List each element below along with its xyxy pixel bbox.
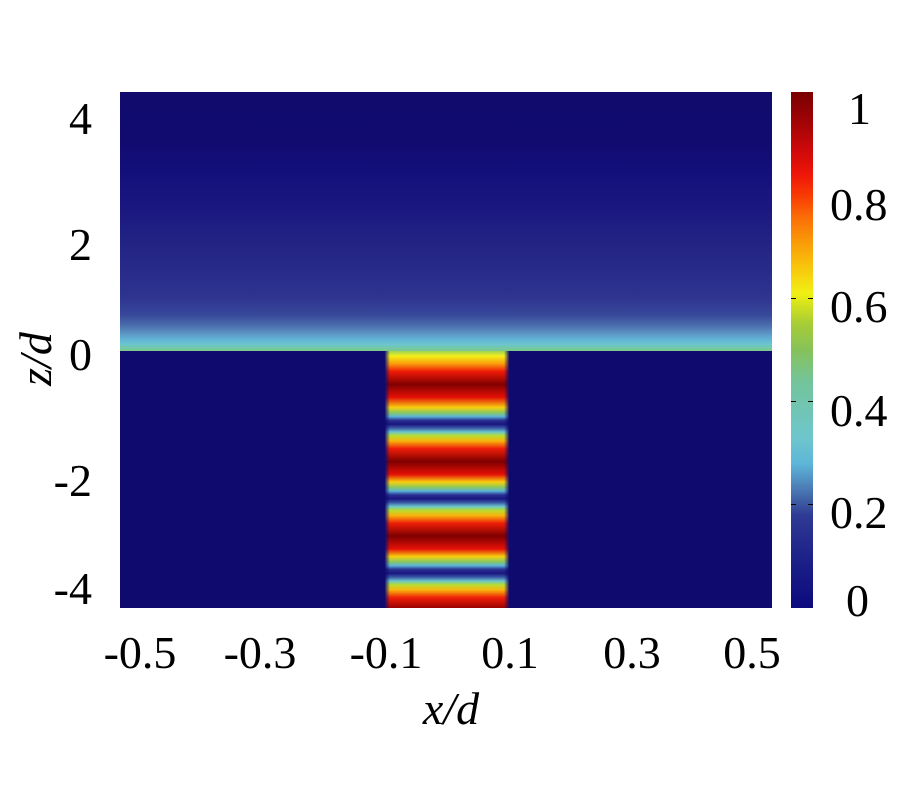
colorbar-label-1: 1 xyxy=(848,83,871,134)
colorbar-label-0: 0 xyxy=(846,575,869,626)
colorbar-tick-mark xyxy=(808,401,813,402)
colorbar-tick-mark xyxy=(791,504,796,505)
upper-region-field xyxy=(120,92,772,351)
y-axis-label: z/d xyxy=(10,332,61,386)
x-tick-0.3: 0.3 xyxy=(603,627,661,678)
heatmap-plot-area xyxy=(120,92,772,608)
y-tick-4: 4 xyxy=(69,93,92,144)
colorbar xyxy=(791,92,813,608)
x-tick-0.5: 0.5 xyxy=(723,627,781,678)
colorbar-tick-mark xyxy=(791,401,796,402)
y-tick-2: 2 xyxy=(69,219,92,270)
colorbar-tick-mark xyxy=(791,298,796,299)
colorbar-tick-mark xyxy=(808,298,813,299)
colorbar-label-0.8: 0.8 xyxy=(830,179,888,230)
x-axis-label: x/d xyxy=(422,683,480,734)
x-tick-neg0.3: -0.3 xyxy=(223,627,297,678)
colorbar-label-0.2: 0.2 xyxy=(830,487,888,538)
colorbar-label-0.6: 0.6 xyxy=(830,281,888,332)
colorbar-tick-mark xyxy=(808,504,813,505)
x-tick-neg0.5: -0.5 xyxy=(103,627,177,678)
x-tick-0.1: 0.1 xyxy=(481,627,539,678)
y-tick-0: 0 xyxy=(69,329,92,380)
x-tick-neg0.1: -0.1 xyxy=(349,627,423,678)
colorbar-label-0.4: 0.4 xyxy=(830,385,888,436)
y-tick-neg2: -2 xyxy=(53,455,92,506)
slit-channel-field xyxy=(385,351,509,608)
y-tick-neg4: -4 xyxy=(53,563,92,614)
